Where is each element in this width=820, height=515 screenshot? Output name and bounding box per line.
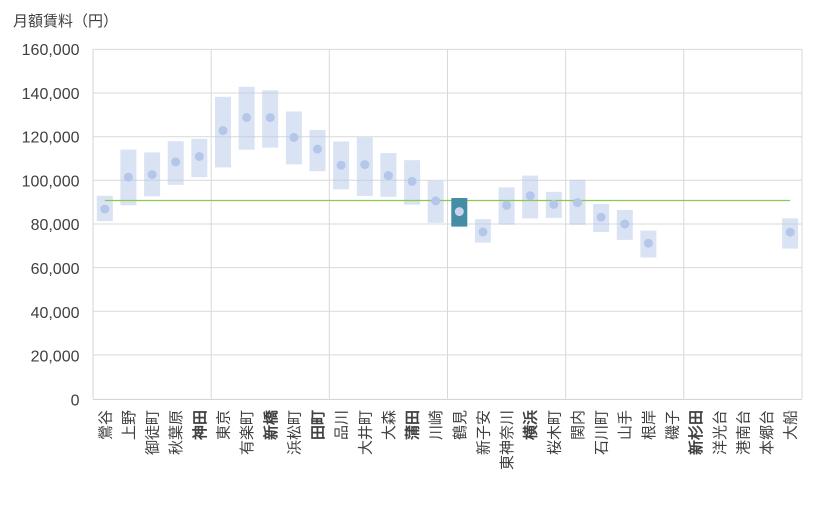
svg-text:磯子: 磯子	[665, 410, 682, 440]
svg-text:石川町: 石川町	[594, 410, 611, 455]
svg-text:60,000: 60,000	[31, 261, 80, 278]
svg-text:本郷台: 本郷台	[759, 410, 776, 455]
svg-text:東神奈川: 東神奈川	[499, 410, 516, 470]
svg-text:鶯谷: 鶯谷	[97, 410, 114, 440]
svg-text:山手: 山手	[617, 410, 634, 440]
svg-text:140,000: 140,000	[22, 86, 80, 103]
svg-text:横浜: 横浜	[522, 410, 540, 440]
svg-text:神田: 神田	[191, 410, 209, 440]
svg-text:月額賃料（円）: 月額賃料（円）	[13, 13, 118, 30]
svg-text:大井町: 大井町	[357, 410, 374, 455]
svg-text:川崎: 川崎	[428, 410, 445, 440]
svg-text:20,000: 20,000	[31, 349, 80, 366]
svg-text:桜木町: 桜木町	[546, 410, 563, 455]
svg-text:有楽町: 有楽町	[239, 410, 256, 455]
svg-text:田町: 田町	[310, 410, 327, 440]
svg-text:0: 0	[71, 392, 80, 409]
svg-text:40,000: 40,000	[31, 305, 80, 322]
svg-text:上野: 上野	[121, 410, 138, 440]
svg-text:新杉田: 新杉田	[687, 410, 705, 455]
svg-text:根岸: 根岸	[641, 410, 658, 440]
svg-text:新橋: 新橋	[262, 409, 280, 440]
svg-text:160,000: 160,000	[22, 42, 80, 59]
svg-text:大船: 大船	[783, 410, 800, 440]
svg-text:蒲田: 蒲田	[404, 410, 422, 440]
svg-text:新子安: 新子安	[475, 410, 492, 455]
svg-text:関内: 関内	[570, 410, 587, 440]
svg-text:大森: 大森	[381, 410, 398, 440]
svg-text:御徒町: 御徒町	[145, 410, 162, 455]
svg-text:東京: 東京	[216, 410, 233, 440]
svg-text:浜松町: 浜松町	[286, 410, 303, 455]
svg-text:港南台: 港南台	[735, 410, 752, 455]
svg-text:秋葉原: 秋葉原	[168, 410, 185, 455]
svg-text:洋光台: 洋光台	[712, 410, 729, 455]
svg-text:100,000: 100,000	[22, 173, 80, 190]
svg-text:120,000: 120,000	[22, 130, 80, 147]
svg-text:鶴見: 鶴見	[452, 410, 469, 440]
svg-text:品川: 品川	[334, 410, 351, 440]
svg-text:80,000: 80,000	[31, 217, 80, 234]
